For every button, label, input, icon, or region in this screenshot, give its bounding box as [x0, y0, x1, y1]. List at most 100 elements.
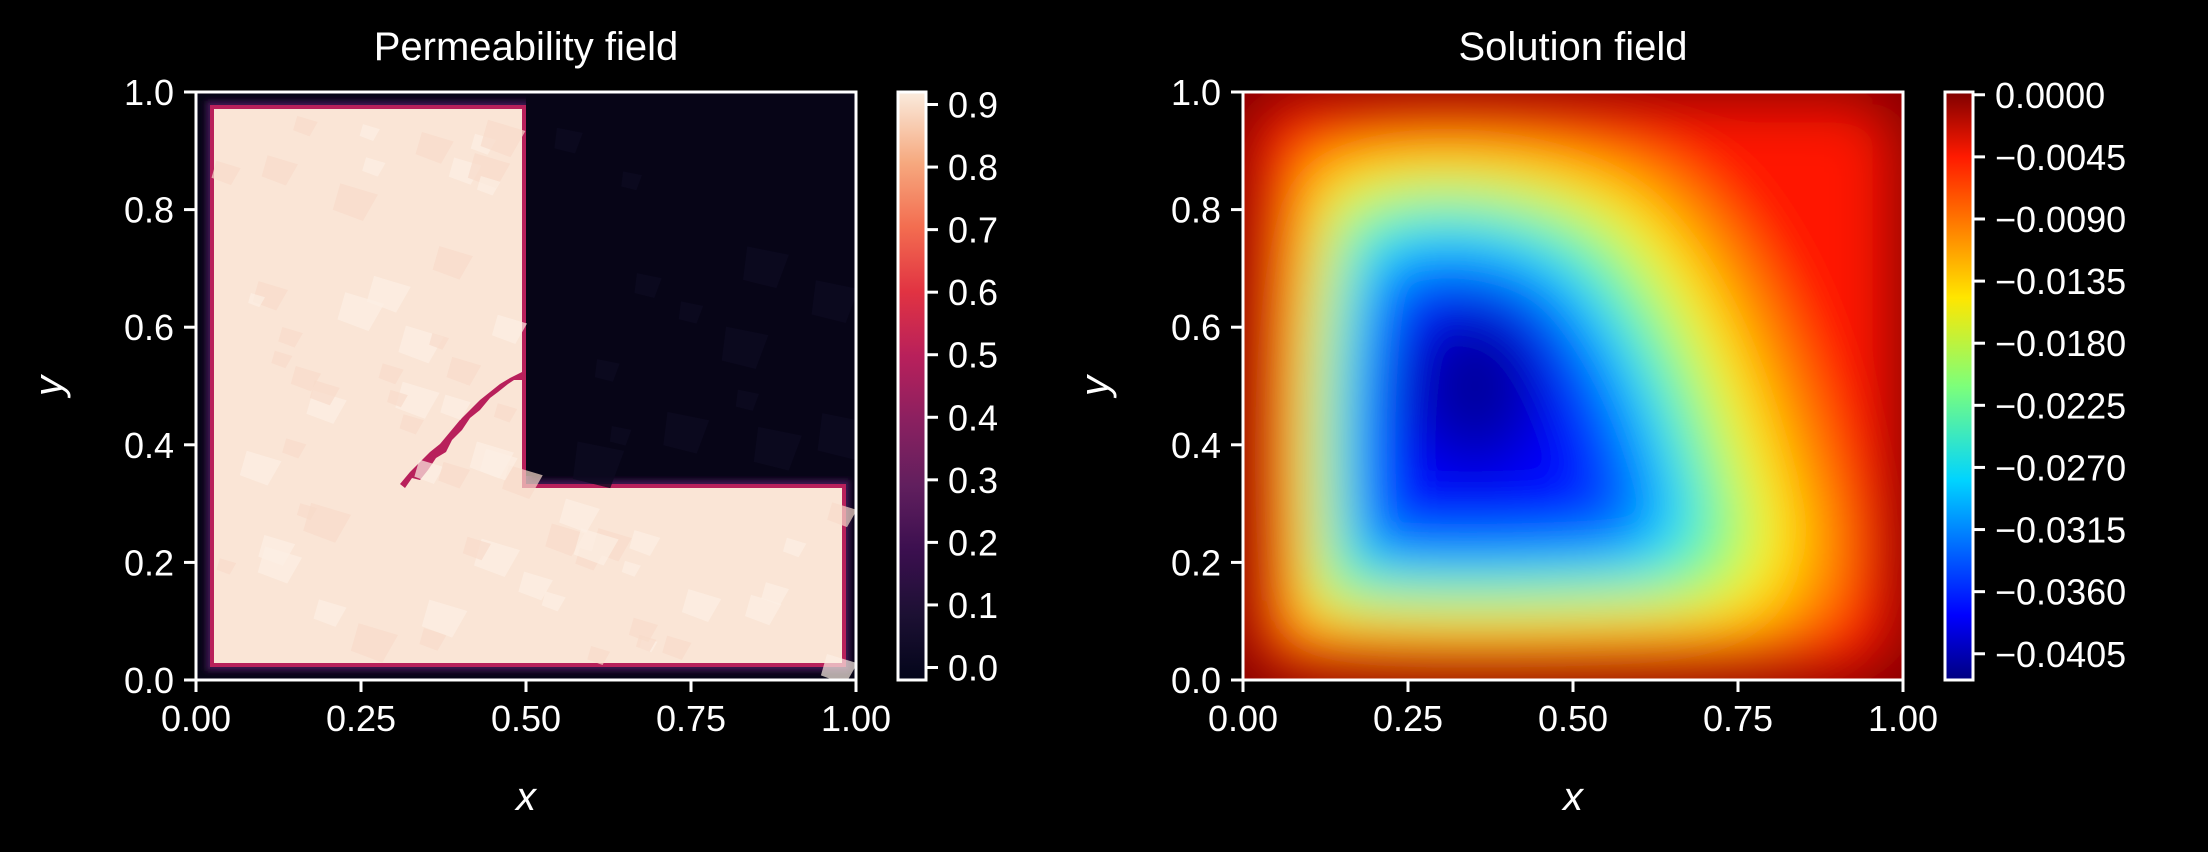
colorbar-tick-label: 0.4	[948, 397, 998, 438]
texture-patch	[827, 502, 856, 528]
texture-patch	[248, 293, 265, 308]
colorbar-tick-label: 0.0	[948, 647, 998, 688]
texture-patch	[735, 389, 760, 411]
texture-patch	[621, 171, 643, 191]
texture-patch	[479, 448, 518, 481]
colorbar-tick-label: −0.0405	[1995, 634, 2126, 675]
texture-patch	[502, 465, 543, 499]
colorbar-tick-label: −0.0270	[1995, 447, 2126, 488]
texture-patch	[366, 275, 411, 313]
chart-title: Permeability field	[374, 25, 679, 69]
y-tick-label: 0.2	[124, 542, 174, 583]
colorbar-tick-label: −0.0225	[1995, 385, 2126, 426]
texture-patch	[743, 246, 789, 289]
y-axis: 0.0 0.2 0.4 0.6 0.8 1.0	[124, 72, 196, 701]
permeability-speckles	[211, 115, 856, 680]
texture-patch	[395, 381, 440, 419]
x-tick-label: 0.25	[1373, 698, 1443, 739]
solution-panel: Solution field 0.00 0.25 0.50 0.75 1.00 0.00…	[1073, 25, 2126, 819]
texture-patch	[378, 363, 404, 385]
texture-patch	[350, 623, 399, 663]
texture-patch	[573, 528, 619, 566]
texture-patch	[359, 124, 380, 141]
x-tick-label: 1.00	[821, 698, 891, 739]
texture-patch	[296, 503, 318, 521]
x-tick-label: 0.50	[1538, 698, 1608, 739]
x-tick-label: 0.75	[656, 698, 726, 739]
texture-patch	[282, 438, 307, 459]
texture-patch	[554, 127, 583, 154]
texture-patch	[559, 498, 600, 533]
low-permeability-corner	[526, 92, 856, 476]
texture-patch	[257, 546, 303, 584]
texture-patch	[753, 426, 802, 471]
x-axis: 0.00 0.25 0.50 0.75 1.00	[161, 680, 891, 739]
texture-patch	[414, 459, 444, 484]
texture-patch	[587, 646, 611, 666]
y-tick-label: 0.0	[1171, 660, 1221, 701]
colorbar-tick-label: 0.1	[948, 585, 998, 626]
texture-patch	[817, 413, 856, 460]
texture-patch	[480, 119, 526, 158]
y-tick-label: 0.2	[1171, 542, 1221, 583]
y-tick-label: 1.0	[1171, 72, 1221, 113]
texture-patch	[278, 327, 303, 348]
colorbar-ticks: 0.0000 −0.0045 −0.0090 −0.0135 −0.0180 −0.022…	[1973, 75, 2126, 675]
permeability-heatmap	[196, 92, 856, 680]
texture-patch	[493, 403, 518, 423]
colorbar-ticks: 0.0 0.1 0.2 0.3 0.4 0.5 0.6 0.7 0.8 0.9	[926, 85, 998, 688]
y-tick-label: 0.6	[1171, 307, 1221, 348]
texture-patch	[761, 582, 790, 606]
texture-patch	[594, 359, 620, 382]
texture-patch	[446, 356, 482, 386]
texture-patch	[782, 537, 807, 558]
y-tick-label: 0.8	[124, 190, 174, 231]
texture-patch	[211, 160, 241, 186]
texture-patch	[421, 599, 468, 638]
texture-patch	[541, 591, 566, 612]
texture-patch	[313, 599, 347, 627]
texture-patch	[303, 502, 352, 543]
y-tick-label: 0.6	[124, 307, 174, 348]
texture-patch	[332, 183, 378, 222]
texture-patch	[476, 176, 501, 196]
colorbar-tick-label: −0.0180	[1995, 323, 2126, 364]
texture-patch	[662, 635, 692, 660]
colorbar-frame	[896, 90, 928, 682]
texture-patch	[621, 560, 641, 577]
texture-patch	[293, 115, 318, 137]
permeability-panel: Permeability field 0.00 0.25 0.50 0.75 1.00 …	[27, 25, 998, 819]
colorbar-tick-label: −0.0315	[1995, 510, 2126, 551]
solution-heatmap	[1243, 92, 1903, 680]
texture-patch	[629, 530, 661, 557]
colorbar	[1945, 92, 1973, 680]
colorbar-tick-label: −0.0045	[1995, 137, 2126, 178]
colorbar-tick-label: 0.7	[948, 210, 998, 251]
texture-patch	[678, 301, 704, 324]
x-tick-label: 0.00	[161, 698, 231, 739]
texture-patch	[467, 153, 511, 189]
texture-patch	[628, 617, 659, 643]
x-tick-label: 0.25	[326, 698, 396, 739]
texture-patch	[545, 523, 585, 557]
texture-patch	[239, 450, 282, 486]
x-axis-label: x	[514, 775, 538, 819]
colorbar-tick-label: 0.0000	[1995, 75, 2105, 116]
y-tick-label: 0.8	[1171, 190, 1221, 231]
texture-patch	[634, 273, 662, 298]
colorbar-frame	[1943, 90, 1975, 682]
texture-patch	[491, 314, 528, 344]
texture-patch	[429, 333, 450, 350]
colorbar	[898, 92, 926, 680]
texture-patch	[415, 131, 454, 164]
y-tick-label: 1.0	[124, 72, 174, 113]
texture-patch	[271, 350, 293, 369]
x-tick-label: 0.50	[491, 698, 561, 739]
texture-patch	[681, 589, 722, 622]
texture-patch	[811, 280, 856, 323]
texture-patch	[572, 441, 625, 489]
texture-patch	[438, 461, 471, 489]
texture-patch	[362, 157, 386, 177]
level-minimum	[1435, 335, 1515, 435]
